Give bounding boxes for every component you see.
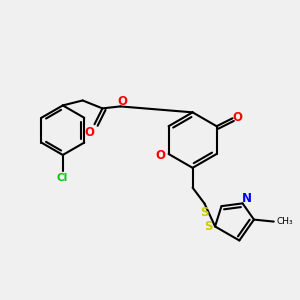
Text: O: O <box>156 149 166 162</box>
Text: O: O <box>117 95 127 108</box>
Text: O: O <box>85 126 94 139</box>
Text: S: S <box>200 206 209 220</box>
Text: N: N <box>242 192 252 205</box>
Text: O: O <box>232 111 242 124</box>
Text: S: S <box>204 220 212 233</box>
Text: Cl: Cl <box>56 173 68 183</box>
Text: CH₃: CH₃ <box>277 217 293 226</box>
